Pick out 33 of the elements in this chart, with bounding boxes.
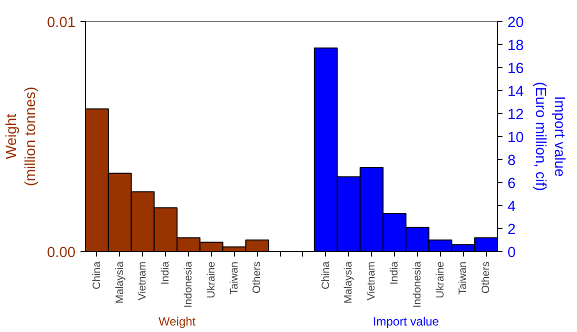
y2-tick-label: 6 — [508, 176, 516, 192]
y2-tick-label: 16 — [508, 61, 524, 77]
y2-tick-label: 12 — [508, 107, 524, 123]
y2-tick-label: 20 — [508, 15, 524, 31]
x-tick-label: Indonesia — [182, 261, 194, 308]
x-tick-label: Taiwan — [228, 261, 240, 295]
x-tick-label: India — [388, 261, 400, 285]
x-tick-label: China — [90, 261, 103, 290]
x-tick-label: Others — [480, 261, 492, 294]
x-tick-label: Taiwan — [457, 261, 470, 295]
x-tick-label: Vietnam — [366, 261, 378, 300]
y2-tick-label: 14 — [508, 84, 524, 100]
text: Weight — [158, 314, 196, 328]
x-tick-label: Ukraine — [434, 261, 446, 298]
y2-tick-label: 4 — [508, 199, 516, 215]
x-tick-label: India — [160, 261, 172, 285]
y2-axis-title: Import value (Euro million, cif) — [532, 82, 567, 192]
y-tick-label: 0.01 — [46, 15, 76, 31]
y2-tick-label: 2 — [508, 222, 516, 238]
y2-tick-label: 18 — [508, 38, 524, 54]
text: Import value — [372, 314, 440, 328]
y-axis-title: Weight (million tonnes) — [4, 86, 39, 186]
x-tick-label: Others — [251, 261, 264, 294]
y-tick-label: 0.00 — [46, 245, 76, 261]
x-tick-label: China — [320, 261, 332, 290]
x-tick-label: Indonesia — [411, 261, 424, 308]
x-tick-label: Ukraine — [205, 261, 218, 298]
y2-tick-label: 0 — [508, 245, 516, 261]
x-tick-label: Vietnam — [136, 261, 149, 300]
y2-tick-label: 8 — [508, 153, 516, 169]
x-tick-label: Malaysia — [342, 261, 355, 304]
x-tick-label: Malaysia — [114, 261, 126, 304]
y2-tick-label: 10 — [508, 130, 524, 146]
